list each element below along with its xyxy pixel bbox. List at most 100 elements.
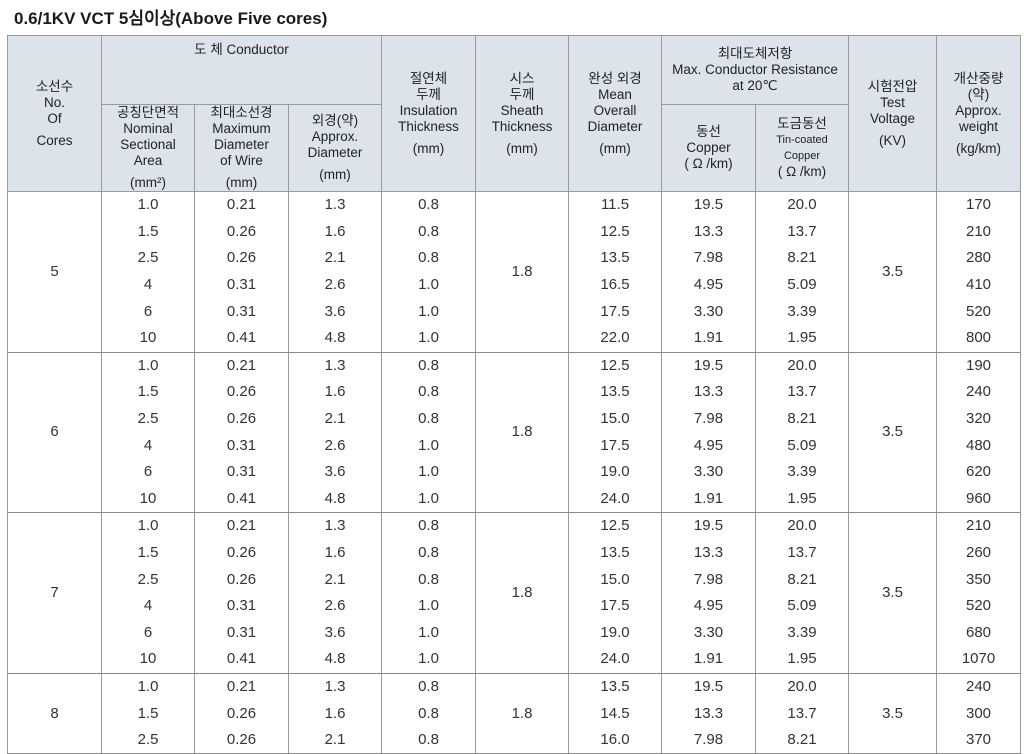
cell-overall-diameter: 13.5 — [568, 673, 662, 701]
cell-copper-resistance: 1.91 — [661, 324, 756, 353]
cell-approx-diameter: 2.1 — [288, 245, 382, 272]
header-line: (mm) — [412, 140, 445, 156]
cell-approx-diameter: 2.6 — [288, 271, 382, 299]
header-tin-coated-resistance: 도금동선 Tin-coated Copper ( Ω /km) — [754, 104, 850, 192]
cell-overall-diameter: 12.5 — [568, 512, 662, 540]
cell-weight: 210 — [936, 218, 1022, 246]
cell-insulation: 1.0 — [381, 324, 476, 353]
table-row: 2.5 0.26 2.1 0.8 15.0 7.98 8.21 350 — [8, 566, 1022, 593]
cell-approx-diameter: 4.8 — [288, 646, 382, 674]
cell-overall-diameter: 22.0 — [568, 324, 662, 353]
cell-tin-resistance: 1.95 — [754, 485, 850, 514]
cell-insulation: 1.0 — [381, 432, 476, 459]
cell-overall-diameter: 13.5 — [568, 539, 662, 567]
header-line: Test — [880, 94, 905, 110]
cell-approx-diameter: 2.1 — [288, 566, 382, 593]
header-line: (mm) — [599, 140, 631, 156]
cell-test-voltage: 3.5 — [848, 352, 938, 514]
header-line: Nominal — [123, 121, 173, 136]
cell-insulation: 0.8 — [381, 191, 476, 219]
cell-insulation: 0.8 — [381, 673, 476, 701]
cell-copper-resistance: 19.5 — [661, 352, 756, 380]
cell-copper-resistance: 3.30 — [661, 458, 756, 486]
cell-approx-diameter: 1.3 — [288, 191, 382, 219]
cell-insulation: 1.0 — [381, 485, 476, 514]
cell-weight: 960 — [936, 485, 1022, 514]
header-line: Mean — [598, 86, 632, 102]
header-line: 동선 — [696, 124, 721, 139]
table-row: 10 0.41 4.8 1.0 24.0 1.91 1.95 960 — [8, 485, 1022, 514]
cell-insulation: 0.8 — [381, 218, 476, 246]
header-line: 완성 외경 — [588, 70, 642, 86]
cell-insulation: 0.8 — [381, 352, 476, 380]
cell-area: 4 — [101, 432, 195, 459]
header-line: ( Ω /km) — [777, 164, 827, 179]
header-line: 최대도체저항 — [717, 46, 793, 61]
cell-area: 10 — [101, 485, 195, 514]
cell-approx-diameter: 2.6 — [288, 592, 382, 620]
cell-tin-resistance: 13.7 — [754, 700, 850, 727]
cell-insulation: 1.0 — [381, 458, 476, 486]
header-line: Thickness — [398, 118, 459, 134]
table-row: 4 0.31 2.6 1.0 16.5 4.95 5.09 410 — [8, 271, 1022, 299]
cell-copper-resistance: 1.91 — [661, 485, 756, 514]
cell-overall-diameter: 15.0 — [568, 566, 662, 593]
cell-overall-diameter: 24.0 — [568, 485, 662, 514]
cell-weight: 190 — [936, 352, 1022, 380]
header-line: Cores — [36, 132, 73, 148]
cell-approx-diameter: 1.3 — [288, 352, 382, 380]
table-row: 6 0.31 3.6 1.0 19.0 3.30 3.39 620 — [8, 458, 1022, 486]
cell-insulation: 0.8 — [381, 566, 476, 593]
header-conductor: 도 체 Conductor — [101, 35, 382, 105]
cell-tin-resistance: 5.09 — [754, 592, 850, 620]
table-row: 1.5 0.26 1.6 0.8 13.5 13.3 13.7 240 — [8, 379, 1022, 406]
cell-overall-diameter: 13.5 — [568, 245, 662, 272]
cell-copper-resistance: 7.98 — [661, 726, 756, 754]
cell-weight: 520 — [936, 592, 1022, 620]
cell-weight: 1070 — [936, 646, 1022, 674]
cell-area: 1.0 — [101, 191, 195, 219]
cell-weight: 350 — [936, 566, 1022, 593]
cell-sheath-thickness: 1.8 — [475, 512, 569, 674]
cell-copper-resistance: 7.98 — [661, 405, 756, 433]
cell-wire-diameter: 0.31 — [194, 432, 289, 459]
cell-area: 2.5 — [101, 245, 195, 272]
header-line: of Wire — [220, 153, 263, 168]
cell-wire-diameter: 0.31 — [194, 458, 289, 486]
header-line: weight — [959, 118, 999, 134]
header-max-resistance: 최대도체저항 Max. Conductor Resistance at 20℃ — [660, 35, 850, 105]
cell-tin-resistance: 1.95 — [754, 646, 850, 674]
cell-tin-resistance: 20.0 — [754, 673, 850, 701]
table-row: 7 1.0 0.21 1.3 0.8 1.8 12.5 19.5 20.0 3.5 210 — [7, 512, 1022, 674]
cell-tin-resistance: 1.95 — [754, 324, 850, 353]
cell-overall-diameter: 17.5 — [568, 592, 662, 620]
cell-area: 1.0 — [101, 512, 195, 540]
cell-approx-diameter: 2.6 — [288, 432, 382, 459]
cell-area: 1.5 — [101, 379, 195, 406]
cell-copper-resistance: 4.95 — [661, 271, 756, 299]
cell-insulation: 0.8 — [381, 245, 476, 272]
cell-approx-diameter: 1.6 — [288, 700, 382, 727]
cell-copper-resistance: 13.3 — [661, 218, 756, 246]
cell-weight: 680 — [936, 619, 1022, 647]
cell-copper-resistance: 19.5 — [661, 512, 756, 540]
cell-area: 6 — [101, 298, 195, 325]
cell-area: 2.5 — [101, 405, 195, 433]
cell-copper-resistance: 13.3 — [661, 700, 756, 727]
cell-overall-diameter: 16.0 — [568, 726, 662, 754]
cell-weight: 300 — [936, 700, 1022, 727]
page-title: 0.6/1KV VCT 5심이상(Above Five cores) — [14, 9, 328, 28]
header-line: 절연체 — [409, 70, 448, 86]
cell-area: 6 — [101, 458, 195, 486]
cell-weight: 280 — [936, 245, 1022, 272]
cell-wire-diameter: 0.26 — [194, 379, 289, 406]
cell-overall-diameter: 13.5 — [568, 379, 662, 406]
cell-tin-resistance: 8.21 — [754, 245, 850, 272]
table-row: 4 0.31 2.6 1.0 17.5 4.95 5.09 520 — [8, 592, 1022, 620]
header-line: Insulation — [399, 102, 458, 118]
table-row: 1.5 0.26 1.6 0.8 12.5 13.3 13.7 210 — [8, 218, 1022, 246]
cell-test-voltage: 3.5 — [848, 191, 938, 353]
header-sectional-area: 공칭단면적 Nominal Sectional Area (mm²) — [101, 104, 195, 192]
header-line: Sectional — [120, 137, 176, 152]
cell-cores: 7 — [7, 512, 102, 674]
